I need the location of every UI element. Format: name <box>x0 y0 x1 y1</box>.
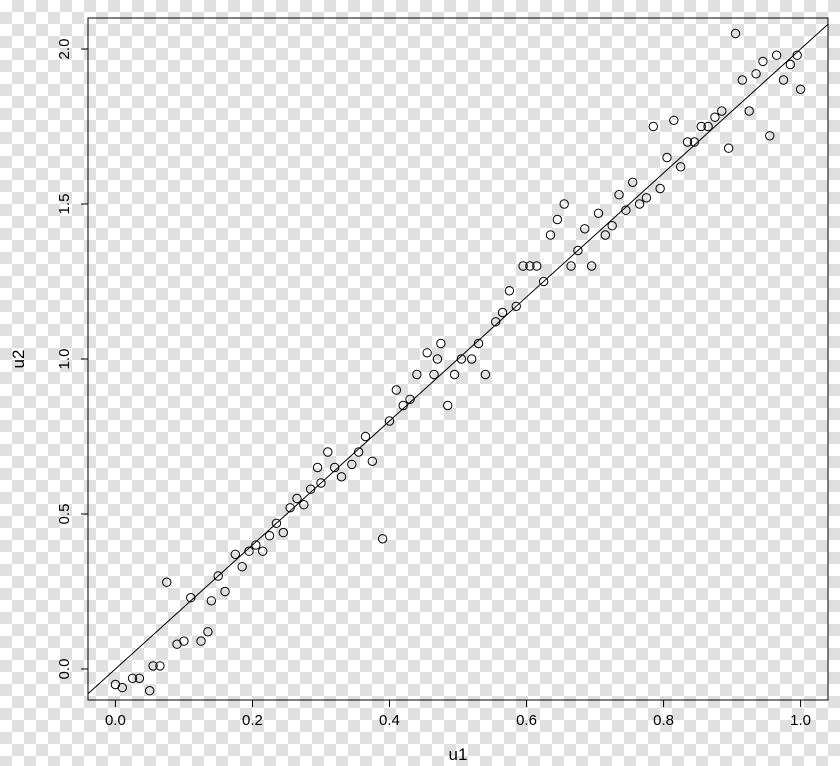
scatter-point <box>656 184 664 192</box>
x-tick-label: 0.6 <box>516 712 537 729</box>
y-tick-label: 2.0 <box>56 39 73 60</box>
scatter-point <box>642 194 650 202</box>
scatter-point <box>197 637 205 645</box>
scatter-point <box>204 628 212 636</box>
scatter-point <box>553 215 561 223</box>
scatter-point <box>546 231 554 239</box>
scatter-point <box>724 144 732 152</box>
scatter-point <box>718 107 726 115</box>
scatter-point <box>731 29 739 37</box>
scatter-point <box>670 116 678 124</box>
scatter-point <box>779 76 787 84</box>
scatter-point <box>649 122 657 130</box>
scatter-point <box>368 457 376 465</box>
scatter-point <box>361 432 369 440</box>
scatter-point <box>796 85 804 93</box>
y-axis-label: u2 <box>9 350 28 369</box>
scatter-point <box>601 231 609 239</box>
scatter-points <box>111 29 805 695</box>
scatter-point <box>759 57 767 65</box>
scatter-point <box>207 597 215 605</box>
scatter-point <box>180 637 188 645</box>
scatter-point <box>587 262 595 270</box>
scatter-point <box>772 51 780 59</box>
scatter-point <box>259 547 267 555</box>
scatter-point <box>118 683 126 691</box>
scatter-point <box>745 107 753 115</box>
scatter-point <box>324 448 332 456</box>
scatter-point <box>392 386 400 394</box>
x-tick-label: 0.2 <box>242 712 263 729</box>
scatter-point <box>444 401 452 409</box>
scatter-point <box>221 587 229 595</box>
scatter-point <box>265 532 273 540</box>
scatter-point <box>348 460 356 468</box>
scatter-point <box>468 355 476 363</box>
scatter-point <box>663 153 671 161</box>
scatter-point <box>594 209 602 217</box>
x-tick-label: 1.0 <box>790 712 811 729</box>
scatter-point <box>505 287 513 295</box>
scatter-point <box>608 222 616 230</box>
x-tick-label: 0.0 <box>105 712 126 729</box>
scatter-point <box>423 349 431 357</box>
scatter-point <box>752 70 760 78</box>
scatter-point <box>313 463 321 471</box>
scatter-point <box>629 178 637 186</box>
y-tick-label: 0.0 <box>56 659 73 680</box>
scatter-point <box>560 200 568 208</box>
x-tick-label: 0.8 <box>653 712 674 729</box>
scatter-point <box>615 191 623 199</box>
scatter-point <box>498 308 506 316</box>
x-axis-ticks: 0.0 0.2 0.4 0.6 0.8 1.0 <box>105 700 811 729</box>
scatter-point <box>635 200 643 208</box>
scatter-point <box>481 370 489 378</box>
scatter-point <box>378 535 386 543</box>
scatter-point <box>433 355 441 363</box>
scatter-point <box>711 113 719 121</box>
y-axis-ticks: 0.0 0.5 1.0 1.5 2.0 <box>56 39 88 680</box>
scatter-point <box>163 578 171 586</box>
x-tick-label: 0.4 <box>379 712 400 729</box>
scatter-point <box>676 163 684 171</box>
regression-line <box>88 24 828 694</box>
scatter-point <box>430 370 438 378</box>
y-tick-label: 1.5 <box>56 194 73 215</box>
scatter-point <box>581 225 589 233</box>
scatter-point <box>450 370 458 378</box>
y-tick-label: 0.5 <box>56 504 73 525</box>
scatter-point <box>786 60 794 68</box>
scatter-point <box>766 132 774 140</box>
scatter-chart: 0.0 0.2 0.4 0.6 0.8 1.0 0.0 0.5 1.0 1.5 2.0 u1 u2 <box>0 0 840 766</box>
scatter-point <box>145 687 153 695</box>
scatter-point <box>300 501 308 509</box>
scatter-point <box>567 262 575 270</box>
scatter-point <box>231 550 239 558</box>
y-tick-label: 1.0 <box>56 349 73 370</box>
scatter-point <box>293 494 301 502</box>
scatter-point <box>413 370 421 378</box>
scatter-point <box>279 528 287 536</box>
scatter-point <box>238 563 246 571</box>
x-axis-label: u1 <box>449 745 468 764</box>
scatter-point <box>337 473 345 481</box>
scatter-point <box>437 339 445 347</box>
scatter-point <box>738 76 746 84</box>
